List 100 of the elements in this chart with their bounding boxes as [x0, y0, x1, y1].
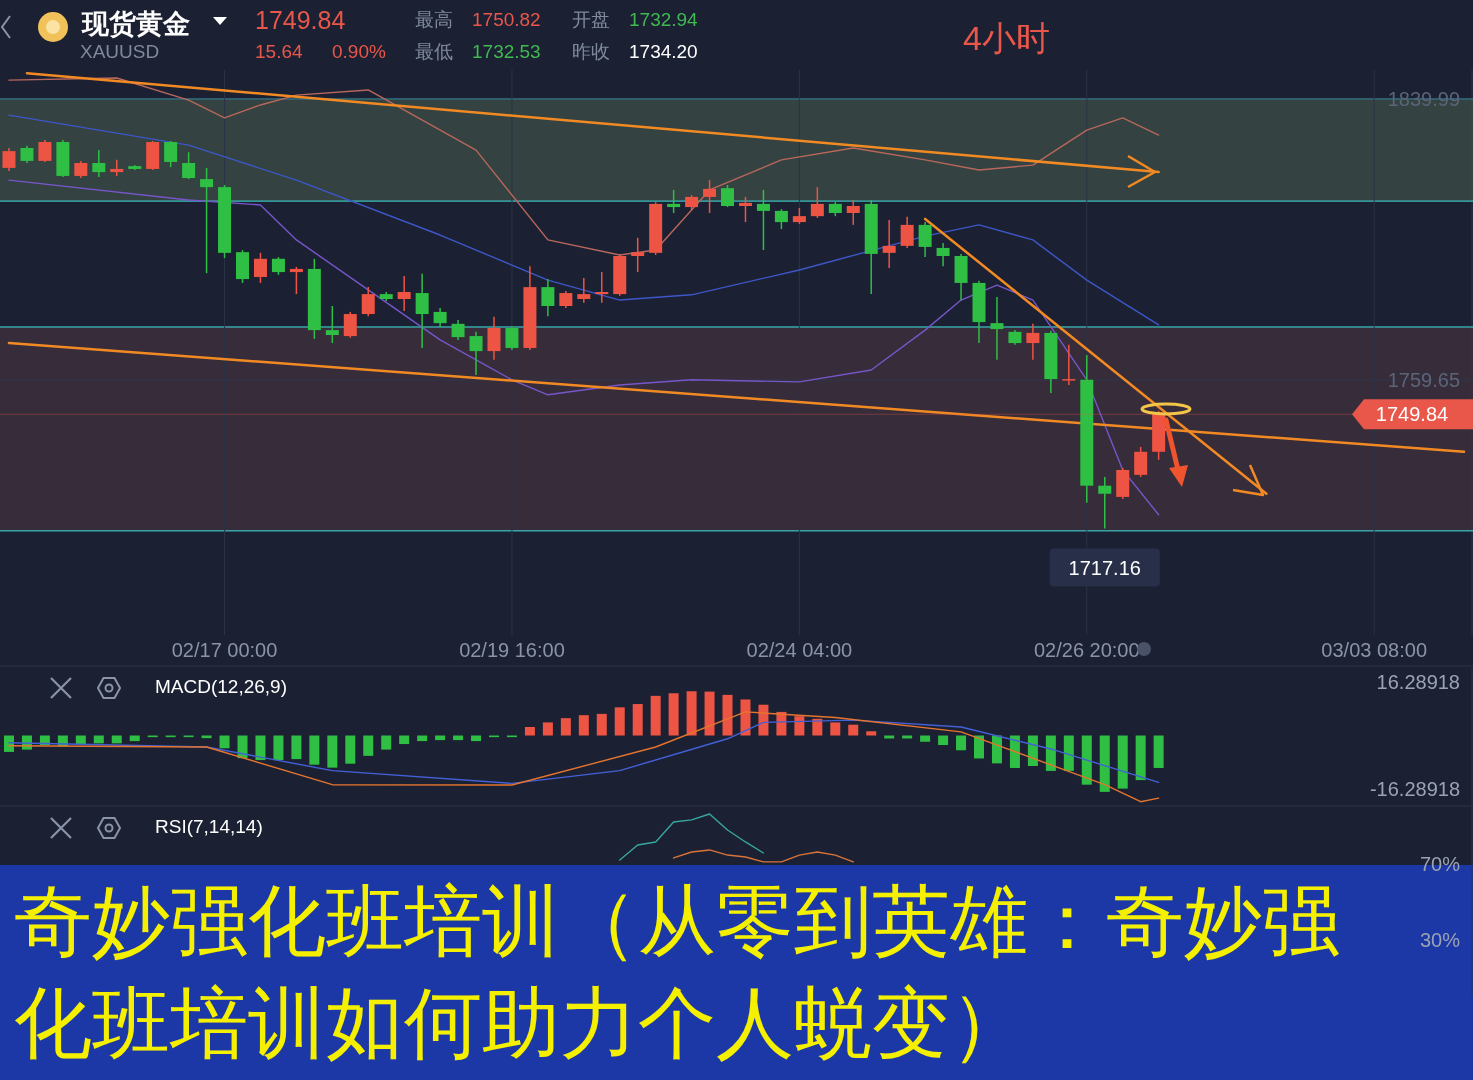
- candlestick: [415, 273, 429, 349]
- candlestick: [92, 149, 106, 178]
- bar: [1009, 735, 1020, 768]
- bar: [956, 735, 967, 751]
- bar: [309, 735, 320, 765]
- candlestick: [2, 147, 16, 172]
- bar: [740, 699, 751, 736]
- candlestick: [253, 252, 267, 284]
- bar: [596, 713, 607, 736]
- candlestick: [577, 277, 591, 304]
- bar: [1135, 735, 1146, 781]
- bar: [578, 715, 589, 736]
- bar: [938, 735, 949, 746]
- candlestick: [900, 216, 914, 249]
- candlestick: [469, 331, 483, 376]
- bar: [830, 722, 841, 736]
- bar: [1081, 735, 1092, 785]
- bar: [3, 735, 14, 752]
- candlestick: [164, 140, 178, 168]
- x-tick-label: 02/26 20:00: [1033, 639, 1140, 661]
- annotation: 奇妙强化班培训（从零到英雄：奇妙强化班培训如何助力个人蜕变）: [14, 876, 1340, 1068]
- bar: [1063, 735, 1074, 771]
- x-tick-label: 02/19 16:00: [459, 639, 565, 661]
- bar: [560, 718, 571, 736]
- bar: [291, 735, 302, 760]
- text: 开盘: [572, 9, 610, 30]
- line-series: [8, 179, 1160, 516]
- chart-title: MACD(12,26,9): [155, 676, 287, 697]
- line-series: [8, 77, 1160, 256]
- bar: [381, 735, 392, 750]
- text: 15.64: [255, 41, 303, 62]
- bar: [686, 691, 697, 736]
- candlestick: [756, 189, 770, 251]
- candlestick: [631, 237, 645, 273]
- candlestick: [738, 196, 752, 223]
- candlestick: [1026, 323, 1040, 361]
- bar: [542, 722, 553, 736]
- bar: [1153, 735, 1164, 768]
- candlestick: [397, 275, 411, 312]
- text: RSI(7,14,14): [155, 816, 263, 837]
- line-series: [619, 813, 765, 861]
- candlestick: [289, 266, 303, 295]
- bar: [632, 704, 643, 736]
- candlestick: [936, 242, 950, 267]
- bar: [704, 691, 715, 736]
- candlestick: [774, 208, 788, 230]
- bar: [866, 731, 877, 736]
- bar: [758, 704, 769, 736]
- x-tick-label: 02/17 00:00: [171, 639, 278, 661]
- text: 1749.84: [255, 6, 346, 34]
- candlestick: [918, 221, 932, 258]
- candlestick: [703, 179, 717, 214]
- bar: [1099, 735, 1110, 792]
- annotation: 1717.16: [1068, 556, 1141, 579]
- candlestick: [990, 296, 1004, 361]
- candlestick: [1134, 446, 1148, 478]
- line-series: [8, 114, 1160, 326]
- candlestick: [182, 151, 196, 180]
- line-series: [672, 849, 854, 863]
- chart-title: 现货黄金: [81, 9, 190, 39]
- candlestick: [595, 271, 609, 304]
- candlestick: [541, 278, 555, 317]
- text: 1734.20: [629, 41, 698, 62]
- candlestick: [1062, 344, 1076, 386]
- bar: [524, 727, 535, 736]
- candlestick: [1098, 476, 1112, 530]
- candlestick: [343, 311, 357, 339]
- x-tick-label: 03/03 08:00: [1321, 639, 1428, 661]
- bar: [668, 693, 679, 736]
- line-series: [8, 711, 1160, 803]
- candlestick: [325, 305, 339, 344]
- candlestick: [451, 319, 465, 341]
- text: 最低: [415, 41, 453, 62]
- candlestick: [882, 219, 896, 269]
- line-series: [8, 719, 1160, 785]
- candlestick: [361, 286, 375, 317]
- bar: [399, 735, 410, 745]
- text: 4小时: [963, 19, 1050, 57]
- text: 1750.82: [472, 9, 541, 30]
- y-tick-label: 70%: [1419, 853, 1461, 875]
- text: 最高: [415, 9, 453, 30]
- text: 1732.53: [472, 41, 541, 62]
- text: 1732.94: [629, 9, 699, 30]
- text: 0.90%: [332, 41, 386, 62]
- bar: [722, 694, 733, 736]
- bar: [255, 735, 266, 761]
- bar: [75, 735, 86, 745]
- candlestick: [846, 199, 860, 226]
- candlestick: [505, 325, 519, 351]
- bar: [219, 735, 230, 749]
- bar: [794, 716, 805, 736]
- ref-line-label: 1749.84: [1375, 403, 1449, 426]
- candlestick: [721, 184, 735, 208]
- bar: [614, 707, 625, 736]
- bar: [650, 695, 661, 736]
- candlestick: [810, 186, 824, 219]
- candlestick: [38, 139, 52, 163]
- y-tick-label: 1839.99: [1387, 88, 1460, 111]
- bar: [327, 735, 338, 768]
- bar: [848, 724, 859, 736]
